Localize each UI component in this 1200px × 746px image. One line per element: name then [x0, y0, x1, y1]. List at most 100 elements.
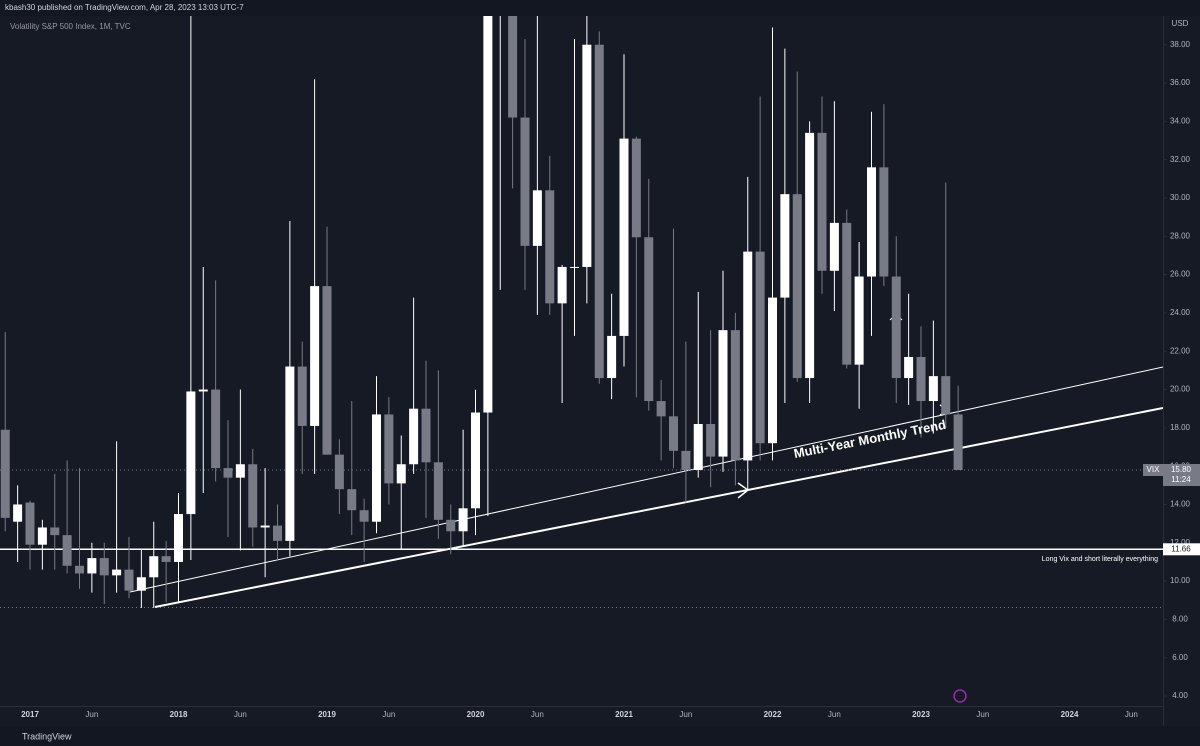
x-tick-label: Jun	[234, 710, 247, 719]
candle-body	[334, 454, 344, 490]
y-tick-label: 30.00	[1170, 193, 1191, 202]
y-tick-label: 28.00	[1170, 231, 1191, 240]
candle-body	[755, 251, 765, 444]
y-tick-label: 34.00	[1170, 116, 1191, 125]
candle-body	[817, 132, 827, 271]
candle-body	[124, 569, 134, 591]
candle-body	[829, 222, 839, 271]
countdown: 11:24	[1171, 475, 1191, 484]
y-tick-label: 20.00	[1170, 385, 1191, 394]
candle-body	[483, 16, 493, 413]
candle-body	[594, 44, 604, 379]
x-tick-label: 2021	[615, 710, 633, 719]
candle-body	[0, 429, 10, 518]
x-tick-label: 2023	[912, 710, 930, 719]
candle-body	[74, 565, 84, 574]
x-tick-label: 2020	[467, 710, 485, 719]
x-tick-label: Jun	[1125, 710, 1138, 719]
candle-body	[359, 510, 369, 522]
y-tick-label: 12.00	[1170, 538, 1191, 547]
y-axis-label: USD	[1172, 19, 1189, 28]
candle-body	[743, 251, 753, 461]
candle-body	[13, 504, 23, 522]
candle-body	[136, 577, 146, 591]
trend-line	[129, 366, 1163, 593]
x-tick-label: 2019	[318, 710, 336, 719]
candle-body	[557, 266, 567, 304]
candle-body	[37, 527, 47, 545]
symbol-label: VIX	[1147, 465, 1161, 474]
symbol-badge	[1143, 463, 1163, 476]
candle-body	[322, 286, 332, 455]
candle-body	[211, 389, 221, 469]
candle-body	[928, 376, 938, 402]
plot-area	[0, 16, 1163, 608]
candle-body	[619, 138, 629, 336]
candle-body	[953, 414, 963, 470]
candle-body	[805, 132, 815, 379]
candle-body	[854, 276, 864, 365]
candle-body	[458, 508, 468, 532]
y-tick-label: 10.00	[1170, 576, 1191, 585]
x-tick-label: 2017	[21, 710, 39, 719]
candle-body	[149, 556, 159, 578]
candle-body	[198, 389, 208, 392]
x-tick-label: Jun	[382, 710, 395, 719]
candle-body	[310, 286, 320, 426]
candle-body	[904, 356, 914, 379]
candle-body	[50, 527, 60, 536]
x-tick-label: Jun	[828, 710, 841, 719]
candle-body	[260, 525, 270, 528]
candle-body	[433, 462, 443, 520]
header-bar	[0, 0, 1200, 16]
candle-body	[508, 16, 518, 118]
x-tick-label: 2018	[170, 710, 188, 719]
trend-line	[154, 407, 1163, 608]
y-tick-label: 32.00	[1170, 155, 1191, 164]
candle-body	[99, 558, 109, 576]
x-tick-label: Jun	[976, 710, 989, 719]
candle-body	[446, 519, 456, 532]
candle-body	[112, 569, 122, 576]
y-tick-label: 8.00	[1172, 615, 1188, 624]
candle-body	[248, 464, 258, 528]
candle-body	[656, 401, 666, 417]
candle-body	[384, 414, 394, 484]
candle-body	[582, 44, 592, 267]
candle-body	[668, 416, 678, 451]
last-price-label: 15.80	[1171, 465, 1192, 474]
candle-body	[235, 464, 245, 478]
y-tick-label: 26.00	[1170, 270, 1191, 279]
candle-body	[297, 366, 307, 426]
level-badge-label: 11.66	[1171, 544, 1191, 553]
y-tick-label: 38.00	[1170, 40, 1191, 49]
event-icon[interactable]	[953, 689, 967, 703]
candle-body	[706, 424, 716, 457]
candle-body	[607, 335, 617, 379]
candle-body	[792, 194, 802, 379]
arrow	[737, 482, 750, 499]
candle-body	[879, 167, 889, 277]
footer-bar	[0, 726, 1200, 746]
candle-body	[681, 450, 691, 470]
level-note: Long Vix and short literally everything	[1042, 556, 1158, 563]
candle-body	[631, 138, 641, 238]
y-tick-label: 36.00	[1170, 78, 1191, 87]
y-tick-label: 22.00	[1170, 346, 1191, 355]
candle-body	[409, 408, 419, 465]
candle-body	[223, 468, 233, 478]
candle-body	[767, 297, 777, 444]
last-price-badge	[1163, 463, 1200, 486]
candle-body	[916, 356, 926, 402]
candle-body	[272, 525, 282, 541]
x-tick-label: Jun	[85, 710, 98, 719]
candle-body	[941, 376, 951, 415]
x-tick-label: 2024	[1061, 710, 1079, 719]
candle-body	[644, 237, 654, 402]
candle-body	[161, 556, 171, 562]
candle-body	[730, 330, 740, 461]
candle-body	[545, 190, 555, 304]
candle-body	[718, 330, 728, 457]
